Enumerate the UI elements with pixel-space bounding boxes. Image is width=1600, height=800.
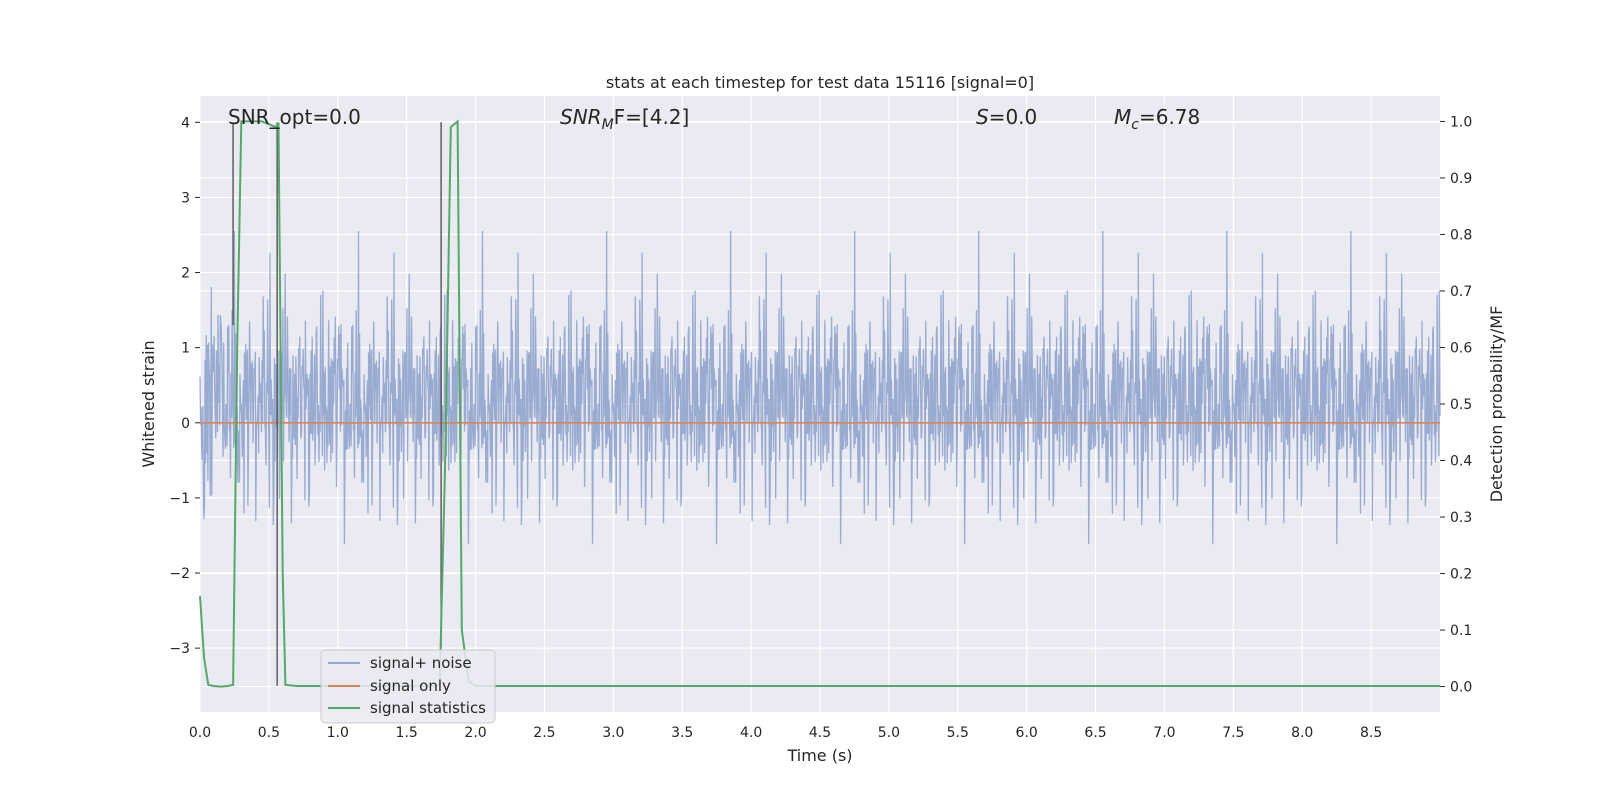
x-axis-ticks: 0.0 0.5 1.0 1.5 2.0 2.5 3.0 3.5 4.0 4.5 5.0 5.5 6.0 6…: [189, 725, 1382, 741]
y-tick-label: 0: [181, 416, 190, 432]
annotation-s: S=0.0: [976, 105, 1037, 129]
x-tick-label: 2.0: [464, 725, 486, 741]
annotation-mc-sub: c: [1131, 117, 1139, 133]
x-tick-label: 4.0: [740, 725, 762, 741]
x-axis-label: Time (s): [786, 746, 852, 765]
y2-tick-label: 0.8: [1450, 227, 1472, 243]
y2-axis-label: Detection probability/MF: [1487, 306, 1506, 503]
x-tick-label: 4.5: [809, 725, 831, 741]
legend-label-signal-statistics: signal statistics: [370, 699, 486, 717]
y-axis-ticks: 4 3 2 1 0 −1 −2 −3: [169, 115, 200, 657]
y2-axis-ticks: 1.0 0.9 0.8 0.7 0.6 0.5 0.4 0.3 0.2 0.1 0.0: [1440, 114, 1472, 696]
x-tick-label: 6.5: [1084, 725, 1106, 741]
x-tick-label: 8.0: [1291, 725, 1313, 741]
annotation-s-rest: =0.0: [989, 105, 1038, 129]
x-tick-label: 6.0: [1016, 725, 1038, 741]
annotation-mc: Mc=6.78: [1114, 105, 1200, 133]
x-tick-label: 7.0: [1153, 725, 1175, 741]
x-tick-label: 3.5: [671, 725, 693, 741]
annotation-snr-opt: SNR_opt=0.0: [228, 105, 361, 129]
y2-tick-label: 0.2: [1450, 567, 1472, 583]
event-markers: [232, 122, 442, 686]
y2-tick-label: 0.7: [1450, 284, 1472, 300]
y2-tick-label: 0.5: [1450, 397, 1472, 413]
x-tick-label: 3.0: [602, 725, 624, 741]
x-tick-label: 5.5: [947, 725, 969, 741]
y-tick-label: 1: [181, 341, 190, 357]
legend: signal+ noise signal only signal statist…: [320, 649, 496, 724]
annotation-mc-main: M: [1114, 105, 1131, 129]
legend-box: [320, 649, 496, 724]
x-tick-label: 0.5: [258, 725, 280, 741]
x-tick-label: 2.5: [533, 725, 555, 741]
y-tick-label: −3: [169, 641, 190, 657]
y-tick-label: 4: [181, 115, 190, 131]
y2-tick-label: 0.6: [1450, 340, 1472, 356]
x-tick-label: 1.0: [327, 725, 349, 741]
x-tick-label: 8.5: [1360, 725, 1382, 741]
legend-label-signal-noise: signal+ noise: [370, 654, 472, 672]
annotation-snr-mf-rest: F=[4.2]: [614, 105, 690, 129]
y2-tick-label: 0.9: [1450, 171, 1472, 187]
y-tick-label: −2: [169, 566, 190, 582]
x-tick-label: 0.0: [189, 725, 211, 741]
y2-tick-label: 0.4: [1450, 454, 1472, 470]
y2-tick-label: 1.0: [1450, 114, 1472, 130]
y2-tick-label: 0.0: [1450, 680, 1472, 696]
annotation-snr-mf-sub: M: [602, 117, 614, 133]
x-tick-label: 7.5: [1222, 725, 1244, 741]
annotation-snr-mf: SNRMF=[4.2]: [560, 105, 689, 133]
signal-noise-line: [199, 230, 1441, 545]
x-tick-label: 5.0: [878, 725, 900, 741]
y-axis-label: Whitened strain: [139, 340, 158, 467]
y-tick-label: 3: [181, 190, 190, 206]
series-signal-noise: [199, 230, 1441, 545]
y2-tick-label: 0.1: [1450, 623, 1472, 639]
annotation-snr-mf-main: SNR: [560, 105, 602, 129]
y-tick-label: −1: [169, 491, 190, 507]
annotation-mc-rest: =6.78: [1139, 105, 1200, 129]
y-tick-label: 2: [181, 266, 190, 282]
x-tick-label: 1.5: [396, 725, 418, 741]
chart-title: stats at each timestep for test data 151…: [606, 73, 1034, 92]
legend-label-signal-only: signal only: [370, 677, 451, 695]
annotation-s-main: S: [976, 105, 989, 129]
y2-tick-label: 0.3: [1450, 510, 1472, 526]
